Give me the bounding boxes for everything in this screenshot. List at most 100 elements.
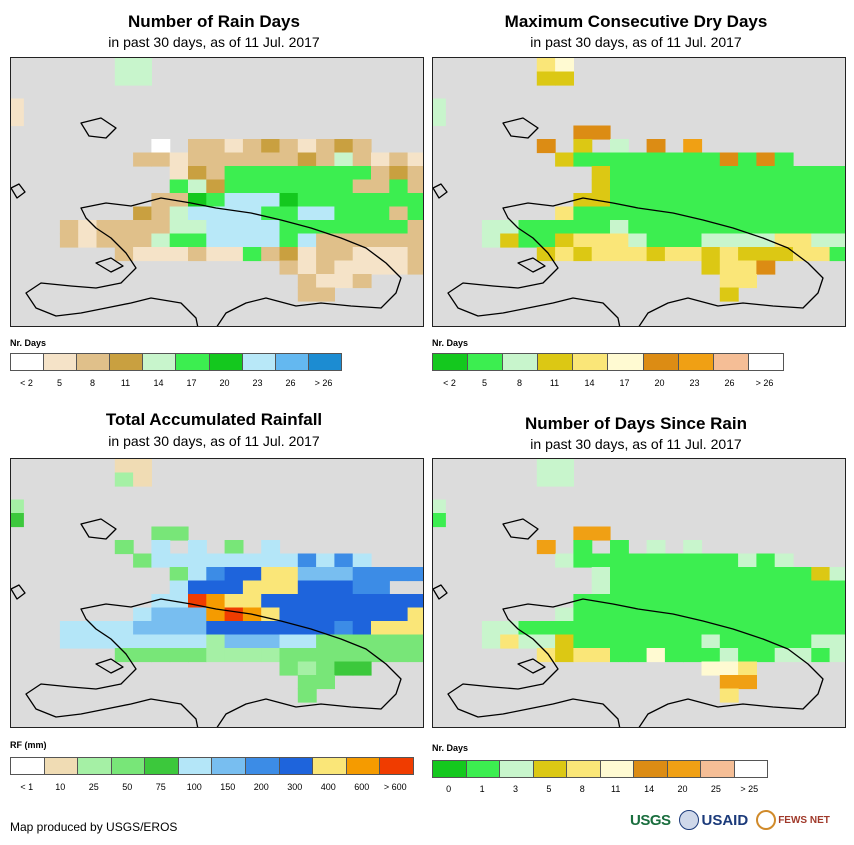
grid-cell [114,648,134,663]
grid-cell [719,594,739,609]
grid-cell [719,553,739,568]
legend-swatch [313,758,347,774]
grid-cell [389,634,409,649]
grid-cell [701,594,721,609]
grid-cell [591,621,611,636]
grid-cell [334,594,354,609]
legend-tick-label: 20 [654,378,665,388]
grid-cell [188,179,207,194]
grid-cell [829,193,845,208]
grid-cell [591,580,611,595]
grid-cell [407,179,423,194]
grid-cell [169,152,189,167]
legend-swatch [275,354,309,370]
grid-cell [352,247,372,262]
grid-cell [188,166,207,181]
grid-cell [334,220,354,235]
grid-cell [610,607,629,622]
grid-cell [719,179,739,194]
legend-bar [432,353,784,371]
grid-cell [316,287,335,302]
grid-cell [610,166,629,181]
grid-cell [206,152,226,167]
grid-cell [793,247,812,262]
grid-cell [389,621,409,636]
grid-cell [738,580,757,595]
grid-cell [151,648,171,663]
legend-label: Nr. Days [432,743,469,753]
grid-cell [701,634,721,649]
grid-cell [352,567,372,582]
grid-cell [683,220,703,235]
legend-swatch [380,758,413,774]
grid-cell [738,206,757,221]
legend-swatch [600,761,634,777]
grid-cell [261,193,281,208]
usaid-logo: USAID [678,810,748,830]
grid-cell [683,179,703,194]
grid-cell [371,607,390,622]
legend-tick-label: 11 [549,378,560,388]
grid-cell [242,594,262,609]
grid-cell [664,553,684,568]
grid-cell [628,553,648,568]
map-days-since-rain [432,458,846,728]
grid-cell [738,193,757,208]
grid-cell [151,220,171,235]
grid-cell [591,206,611,221]
grid-cell [224,621,244,636]
grid-cell [628,152,648,167]
grid-cell [738,567,757,582]
grid-cell [738,260,757,275]
grid-cell [610,553,629,568]
grid-cell [683,247,703,262]
grid-cell [297,260,317,275]
grid-cell [793,648,812,663]
grid-cell [151,553,171,568]
grid-cell [206,648,226,663]
grid-cell [114,58,134,73]
grid-cell [297,247,317,262]
grid-cell [371,580,390,595]
grid-cell [664,220,684,235]
grid-cell [646,580,666,595]
grid-cell [352,553,372,568]
grid-cell [719,648,739,663]
grid-cell [352,193,372,208]
grid-cell [59,220,79,235]
panel-subtitle: in past 30 days, as of 11 Jul. 2017 [530,34,742,50]
grid-cell [297,648,317,663]
grid-cell [518,621,538,636]
map-rain-days [10,57,424,327]
grid-cell [261,648,281,663]
grid-cell [297,661,317,676]
legend-swatch [308,354,341,370]
grid-cell [555,459,574,474]
grid-cell [719,580,739,595]
legend-label: RF (mm) [10,740,47,750]
grid-cell [683,567,703,582]
grid-cell [646,648,666,663]
grid-cell [371,179,390,194]
grid-cell [829,166,845,181]
grid-cell [151,607,171,622]
grid-cell [664,179,684,194]
islet-outline [95,257,124,273]
grid-cell [279,233,299,248]
grid-cell [811,233,831,248]
grid-cell [133,607,152,622]
credit-text: Map produced by USGS/EROS [10,820,178,834]
grid-cell [133,152,152,167]
grid-cell [151,139,171,154]
grid-cell [297,179,317,194]
legend-tick-label: 100 [186,782,202,792]
grid-cell [407,247,423,262]
grid-cell [664,233,684,248]
grid-cell [664,621,684,636]
grid-cell [811,179,831,194]
grid-cell [774,179,794,194]
grid-cell [628,567,648,582]
grid-cell [793,220,812,235]
legend-tick-label: < 1 [20,782,34,792]
map-grid [11,459,423,727]
